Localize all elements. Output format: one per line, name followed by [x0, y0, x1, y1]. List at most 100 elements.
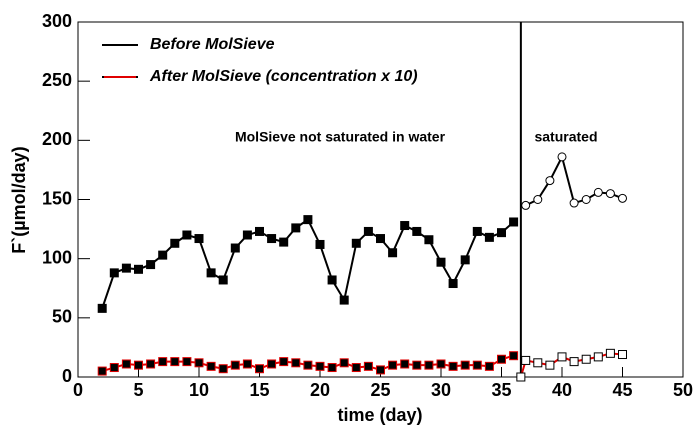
- x-tick-label: 50: [673, 380, 693, 400]
- x-tick-label: 45: [612, 380, 632, 400]
- marker: [605, 348, 615, 358]
- marker: [206, 268, 216, 278]
- marker: [618, 350, 627, 360]
- marker: [170, 238, 180, 248]
- marker: [218, 364, 228, 374]
- marker: [351, 238, 361, 248]
- annotation: MolSieve not saturated in water: [235, 129, 446, 145]
- marker: [182, 357, 192, 367]
- marker: [218, 275, 228, 285]
- x-tick-label: 10: [189, 380, 209, 400]
- marker: [424, 360, 434, 370]
- marker: [400, 221, 410, 231]
- x-tick-label: 0: [73, 380, 83, 400]
- marker: [97, 366, 107, 376]
- y-tick-label: 200: [42, 129, 72, 149]
- y-tick-label: 150: [42, 188, 72, 208]
- marker: [230, 360, 240, 370]
- marker: [255, 226, 264, 236]
- marker: [170, 357, 180, 367]
- marker: [303, 215, 313, 225]
- marker: [388, 360, 398, 370]
- marker: [412, 360, 422, 370]
- marker: [581, 195, 591, 204]
- x-tick-label: 40: [552, 380, 572, 400]
- marker: [533, 195, 543, 204]
- y-tick-label: 100: [42, 247, 72, 267]
- marker: [230, 243, 240, 253]
- series-line: [519, 352, 623, 378]
- legend-label: Before MolSieve: [150, 36, 275, 53]
- marker: [363, 361, 373, 371]
- marker: [121, 359, 131, 369]
- x-tick-label: 20: [310, 380, 330, 400]
- marker: [448, 279, 458, 289]
- marker: [509, 351, 519, 361]
- marker: [533, 358, 543, 368]
- marker: [545, 176, 555, 186]
- marker: [206, 361, 216, 371]
- marker: [400, 359, 410, 369]
- marker: [158, 250, 168, 260]
- annotation: saturated: [534, 129, 597, 145]
- marker: [134, 360, 143, 370]
- marker: [412, 226, 422, 236]
- marker: [242, 359, 252, 369]
- marker: [97, 303, 107, 313]
- x-tick-label: 30: [431, 380, 451, 400]
- marker: [618, 193, 627, 203]
- marker: [109, 363, 119, 373]
- marker: [605, 189, 615, 199]
- marker: [436, 359, 446, 369]
- marker: [291, 358, 301, 368]
- marker: [484, 361, 494, 371]
- marker: [497, 354, 506, 364]
- marker: [121, 263, 131, 273]
- marker: [484, 232, 494, 242]
- marker: [109, 268, 119, 278]
- marker: [472, 360, 482, 370]
- x-tick-label: 15: [249, 380, 269, 400]
- x-axis-label: time (day): [337, 405, 422, 425]
- marker: [267, 234, 277, 244]
- marker: [497, 228, 506, 238]
- marker: [581, 354, 591, 364]
- marker: [194, 234, 204, 244]
- marker: [388, 248, 398, 258]
- marker: [545, 360, 555, 370]
- marker: [182, 230, 192, 240]
- marker: [363, 226, 373, 236]
- marker: [134, 264, 143, 274]
- marker: [472, 226, 482, 236]
- marker: [376, 234, 385, 244]
- x-tick-label: 5: [133, 380, 143, 400]
- y-axis-label: F`(µmol/day): [9, 146, 29, 253]
- marker: [339, 358, 349, 368]
- legend-label: After MolSieve (concentration x 10): [149, 68, 418, 85]
- marker: [279, 357, 289, 367]
- y-tick-label: 300: [42, 11, 72, 31]
- marker: [436, 257, 446, 267]
- marker: [351, 363, 361, 373]
- series-line: [101, 218, 515, 309]
- marker: [569, 198, 579, 208]
- marker: [242, 230, 252, 240]
- marker: [291, 223, 301, 233]
- marker: [460, 255, 470, 265]
- y-tick-label: 50: [52, 307, 72, 327]
- marker: [146, 359, 156, 369]
- marker: [315, 361, 325, 371]
- marker: [509, 217, 519, 227]
- marker: [279, 237, 289, 247]
- marker: [557, 152, 567, 162]
- y-tick-label: 250: [42, 70, 72, 90]
- marker: [339, 295, 349, 305]
- marker: [569, 357, 579, 367]
- marker: [146, 260, 156, 270]
- marker: [516, 372, 526, 382]
- marker: [521, 355, 531, 365]
- marker: [255, 364, 264, 374]
- marker: [557, 352, 567, 362]
- marker: [593, 187, 603, 197]
